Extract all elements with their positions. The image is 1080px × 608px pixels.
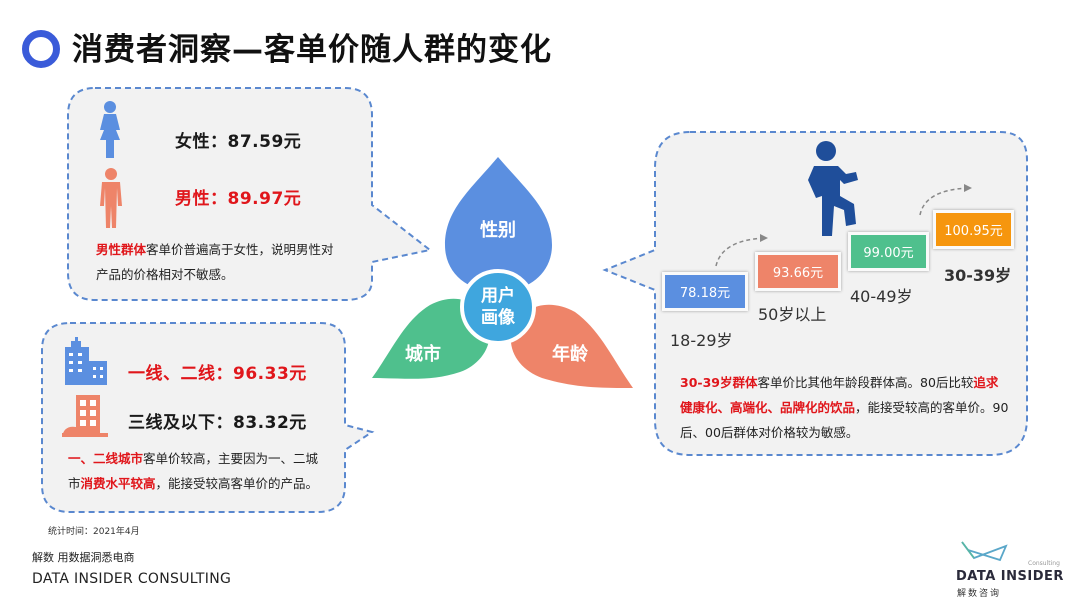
male-icon bbox=[100, 168, 122, 228]
age-bubble bbox=[602, 131, 1028, 456]
city-buildings-icon bbox=[65, 337, 107, 385]
walking-person-icon bbox=[808, 141, 858, 236]
company-name: DATA INSIDER CONSULTING bbox=[32, 571, 232, 587]
gender-bubble bbox=[67, 87, 433, 301]
petal-label-gender: 性别 bbox=[480, 220, 516, 241]
city-bubble bbox=[41, 322, 375, 513]
page-title: 消费者洞察—客单价随人群的变化 bbox=[72, 32, 552, 68]
logo-consulting: Consulting bbox=[1028, 560, 1060, 567]
logo-cn: 解数咨询 bbox=[957, 589, 1002, 599]
step-18-29: 78.18元 bbox=[662, 272, 748, 311]
small-building-icon bbox=[62, 395, 108, 437]
step-50-plus: 93.66元 bbox=[755, 252, 841, 291]
petal-city bbox=[372, 298, 490, 379]
female-price: 女性：87.59元 bbox=[175, 132, 302, 152]
petal-age bbox=[510, 304, 633, 388]
age-label-50-plus: 50岁以上 bbox=[758, 305, 827, 324]
tier3-price: 三线及以下：83.32元 bbox=[128, 413, 307, 433]
petal-gender bbox=[445, 157, 552, 292]
step-40-49: 99.00元 bbox=[848, 232, 929, 271]
slogan-cn: 解数 用数据洞悉电商 bbox=[32, 551, 135, 564]
center-circle bbox=[460, 269, 536, 345]
center-label: 用户 画像 bbox=[481, 286, 515, 328]
stat-time: 统计时间：2021年4月 bbox=[48, 527, 140, 537]
title-ring-icon bbox=[22, 30, 60, 68]
age-label-18-29: 18-29岁 bbox=[670, 331, 733, 350]
gender-description: 男性群体客单价普遍高于女性，说明男性对产品的价格相对不敏感。 bbox=[96, 242, 334, 282]
petal-label-age: 年龄 bbox=[552, 344, 588, 365]
tier12-price: 一线、二线：96.33元 bbox=[128, 364, 307, 384]
city-description: 一、二线城市客单价较高，主要因为一、二城市消费水平较高，能接受较高客单价的产品。 bbox=[68, 451, 319, 491]
logo-text: DATA INSIDER bbox=[956, 569, 1064, 584]
female-icon bbox=[100, 101, 120, 158]
logo-mark-icon bbox=[961, 541, 1008, 562]
male-price: 男性：89.97元 bbox=[175, 189, 302, 209]
petal-label-city: 城市 bbox=[405, 344, 441, 365]
age-label-40-49: 40-49岁 bbox=[850, 287, 913, 306]
age-label-30-39: 30-39岁 bbox=[944, 266, 1012, 285]
age-description: 30-39岁群体客单价比其他年龄段群体高。80后比较追求健康化、高端化、品牌化的… bbox=[680, 375, 1009, 440]
step-30-39: 100.95元 bbox=[933, 210, 1014, 249]
